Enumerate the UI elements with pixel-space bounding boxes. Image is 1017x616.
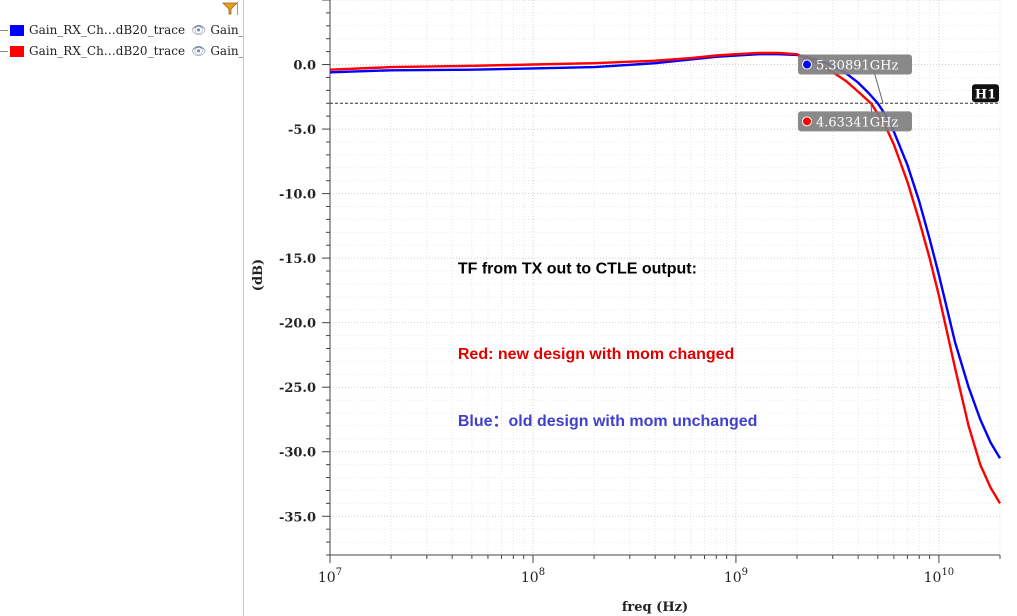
plot-area[interactable]: 0.0 -5.0 -10.0 -15.0 -20.0 -25.0 -30.0 -35.0 107… bbox=[244, 0, 1017, 616]
y-axis-label: (dB) bbox=[251, 259, 266, 291]
legend-trace-suffix: Gain_I bbox=[210, 23, 243, 37]
axes: 0.0 -5.0 -10.0 -15.0 -20.0 -25.0 -30.0 -35.0 107… bbox=[251, 0, 1001, 615]
marker-label: 4.63341GHz bbox=[816, 115, 898, 130]
series-line-1 bbox=[329, 51, 1002, 505]
y-tick-label: -10.0 bbox=[279, 188, 316, 203]
y-tick-label: -15.0 bbox=[279, 252, 316, 267]
y-tick-label: -30.0 bbox=[279, 446, 316, 461]
x-axis-label: freq (Hz) bbox=[622, 600, 688, 615]
y-tick-label: -35.0 bbox=[279, 510, 316, 525]
x-tick-label: 109 bbox=[724, 567, 748, 586]
eye-icon[interactable]: 👁 bbox=[191, 23, 207, 37]
y-tick-label: 0.0 bbox=[293, 59, 316, 74]
eye-icon[interactable]: 👁 bbox=[191, 44, 207, 58]
marker-dot bbox=[802, 116, 812, 127]
marker-label-box bbox=[798, 54, 912, 75]
chart-annotation: TF from TX out to CTLE output: bbox=[458, 261, 697, 278]
legend-panel: Gain_RX_Ch…dB20_trace 👁 Gain_I Gain_RX_C… bbox=[0, 0, 244, 616]
legend-item[interactable]: Gain_RX_Ch…dB20_trace 👁 Gain_I bbox=[0, 42, 243, 60]
legend-trace-suffix: Gain_I bbox=[210, 44, 243, 58]
h1-cursor[interactable]: H1 bbox=[330, 84, 1000, 104]
marker-label: 5.30891GHz bbox=[816, 59, 898, 74]
marker-dot bbox=[802, 59, 812, 70]
x-tick-label: 107 bbox=[318, 567, 342, 586]
marker-label-box bbox=[798, 111, 912, 132]
y-tick-label: -20.0 bbox=[279, 317, 316, 332]
y-tick-label: -5.0 bbox=[288, 123, 316, 138]
h1-label: H1 bbox=[975, 87, 996, 102]
legend-swatch bbox=[10, 24, 24, 36]
h1-badge bbox=[972, 84, 999, 103]
y-tick-label: -25.0 bbox=[279, 381, 316, 396]
legend-item[interactable]: Gain_RX_Ch…dB20_trace 👁 Gain_I bbox=[0, 21, 243, 39]
legend-trace-label: Gain_RX_Ch…dB20_trace bbox=[29, 23, 186, 37]
legend-trace-label: Gain_RX_Ch…dB20_trace bbox=[29, 44, 186, 58]
filter-icon[interactable] bbox=[222, 2, 238, 15]
x-tick-label: 108 bbox=[521, 567, 545, 586]
marker-group[interactable]: 5.30891GHz 4.63341GHz bbox=[798, 54, 912, 132]
chart-annotation: Blue：old design with mom unchanged bbox=[458, 413, 758, 430]
chart-annotation: Red: new design with mom changed bbox=[458, 346, 734, 363]
x-tick-label: 1010 bbox=[924, 567, 955, 586]
legend-swatch bbox=[10, 45, 24, 57]
annotation-group: TF from TX out to CTLE output: Red: new d… bbox=[458, 261, 758, 430]
